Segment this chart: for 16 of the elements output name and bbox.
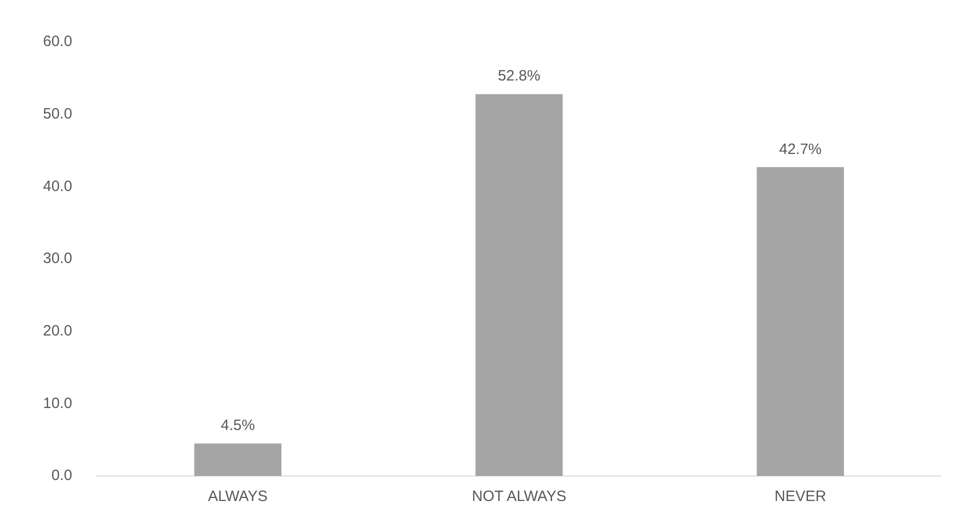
bar xyxy=(756,167,844,476)
y-tick-label: 0.0 xyxy=(51,467,72,484)
bar xyxy=(194,443,282,476)
y-tick-label: 60.0 xyxy=(42,33,72,50)
x-tick-label: ALWAYS xyxy=(208,488,268,506)
y-tick-label: 50.0 xyxy=(42,105,72,122)
bar xyxy=(476,94,563,476)
y-tick-label: 20.0 xyxy=(42,322,72,340)
y-tick-label: 40.0 xyxy=(42,178,72,195)
y-tick-label: 10.0 xyxy=(42,394,72,412)
x-tick-label: NOT ALWAYS xyxy=(472,488,566,506)
data-label: 42.7% xyxy=(779,140,822,158)
x-tick-label: NEVER xyxy=(774,488,826,506)
data-label: 4.5% xyxy=(220,417,255,434)
data-label: 52.8% xyxy=(498,68,540,85)
y-tick-label: 30.0 xyxy=(42,250,72,268)
